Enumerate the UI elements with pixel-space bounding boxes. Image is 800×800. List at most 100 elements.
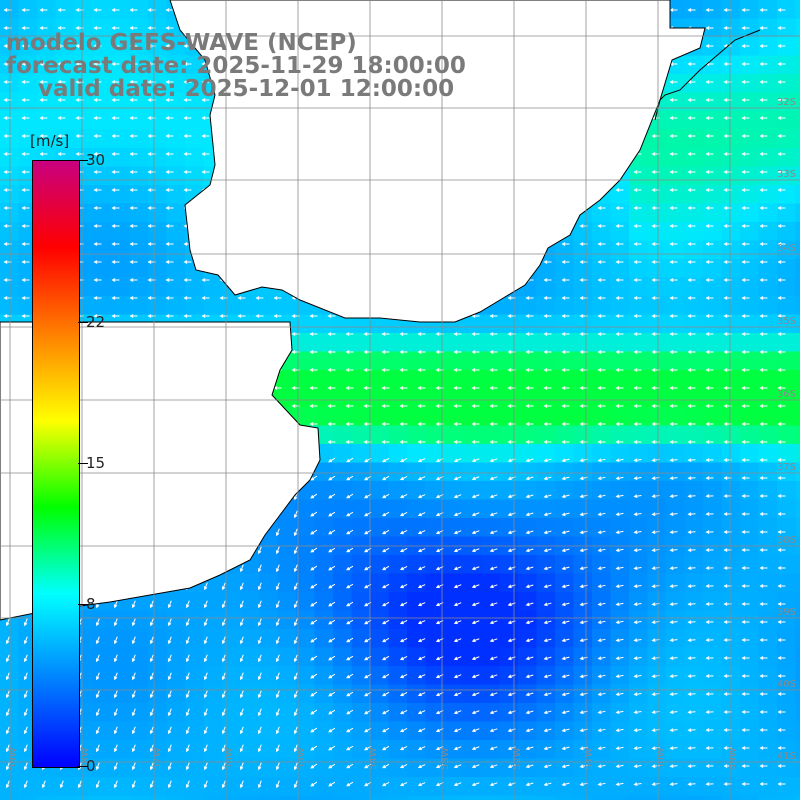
wind-cell: [92, 647, 112, 667]
wind-cell: [666, 703, 685, 722]
wind-cell: [758, 610, 778, 630]
wind-cell: [758, 592, 778, 611]
wind-arrow: [275, 546, 280, 555]
wind-arrow: [453, 746, 462, 751]
wind-cell: [592, 721, 611, 741]
wind-arrow: [741, 188, 750, 192]
wind-cell: [758, 259, 778, 278]
wind-arrow: [417, 440, 426, 444]
wind-arrow: [615, 386, 624, 390]
wind-cell: [666, 388, 685, 408]
wind-arrow: [615, 476, 624, 481]
wind-arrow: [129, 152, 138, 156]
wind-arrow: [381, 727, 390, 733]
wind-cell: [111, 18, 130, 38]
wind-cell: [0, 166, 19, 186]
wind-arrow: [615, 620, 624, 625]
wind-arrow: [633, 332, 642, 336]
wind-cell: [666, 351, 685, 371]
wind-cell: [314, 314, 334, 334]
wind-cell: [629, 777, 648, 796]
wind-cell: [573, 370, 593, 389]
wind-arrow: [669, 206, 678, 210]
wind-cell: [351, 684, 371, 704]
wind-cell: [425, 351, 445, 371]
wind-cell: [481, 647, 500, 667]
wind-cell: [296, 555, 315, 574]
wind-cell: [407, 481, 426, 500]
wind-arrow: [129, 206, 138, 210]
wind-cell: [111, 666, 130, 685]
wind-arrow: [705, 620, 714, 624]
wind-cell: [684, 185, 704, 204]
wind-arrow: [633, 458, 642, 463]
wind-cell: [629, 499, 648, 519]
wind-arrow: [615, 440, 624, 444]
wind-arrow: [777, 692, 786, 696]
wind-arrow: [471, 656, 480, 661]
wind-cell: [795, 703, 800, 722]
wind-cell: [795, 166, 800, 186]
wind-arrow: [257, 546, 262, 555]
wind-arrow: [239, 708, 244, 717]
wind-arrow: [131, 672, 136, 681]
wind-cell: [666, 758, 685, 778]
wind-arrow: [669, 278, 678, 282]
wind-arrow: [489, 548, 498, 553]
wind-cell: [777, 148, 796, 167]
wind-cell: [721, 148, 741, 167]
wind-arrow: [221, 654, 226, 663]
wind-cell: [0, 74, 19, 93]
wind-arrow: [185, 618, 190, 627]
wind-arrow: [257, 672, 262, 681]
wind-arrow: [149, 672, 154, 681]
wind-arrow: [525, 764, 534, 769]
wind-cell: [425, 333, 445, 352]
wind-arrow: [741, 440, 750, 444]
wind-cell: [185, 111, 204, 130]
wind-arrow: [131, 654, 136, 663]
wind-arrow: [525, 602, 534, 607]
wind-cell: [795, 647, 800, 667]
wind-arrow: [597, 206, 606, 210]
wind-arrow: [615, 494, 624, 499]
wind-arrow: [597, 404, 606, 408]
longitude-label: 57W: [152, 747, 163, 770]
wind-cell: [795, 666, 800, 685]
wind-arrow: [345, 440, 354, 444]
wind-arrow: [239, 564, 244, 573]
wind-cell: [610, 388, 630, 408]
wind-arrow: [39, 116, 48, 120]
wind-arrow: [471, 512, 480, 517]
wind-cell: [647, 647, 667, 667]
wind-cell: [777, 647, 796, 667]
wind-arrow: [633, 548, 642, 553]
wind-arrow: [21, 80, 30, 84]
wind-cell: [629, 240, 648, 260]
wind-arrow: [113, 708, 118, 717]
wind-arrow: [399, 601, 408, 607]
wind-cell: [610, 203, 630, 223]
wind-arrow: [615, 260, 624, 264]
wind-arrow: [203, 726, 208, 735]
wind-arrow: [759, 314, 768, 318]
wind-arrow: [633, 512, 642, 517]
wind-arrow: [346, 511, 354, 517]
wind-cell: [444, 666, 463, 685]
wind-arrow: [131, 690, 136, 699]
wind-cell: [129, 148, 149, 167]
wind-arrow: [471, 458, 480, 463]
wind-arrow: [57, 44, 66, 48]
wind-cell: [462, 629, 482, 648]
wind-cell: [481, 555, 500, 574]
wind-arrow: [399, 422, 408, 426]
wind-cell: [425, 444, 445, 463]
wind-cell: [351, 370, 371, 389]
wind-cell: [758, 740, 778, 759]
wind-arrow: [471, 710, 480, 715]
wind-cell: [462, 592, 482, 611]
wind-cell: [684, 129, 704, 149]
wind-cell: [684, 592, 704, 611]
wind-arrow: [687, 620, 696, 624]
wind-cell: [407, 703, 426, 722]
